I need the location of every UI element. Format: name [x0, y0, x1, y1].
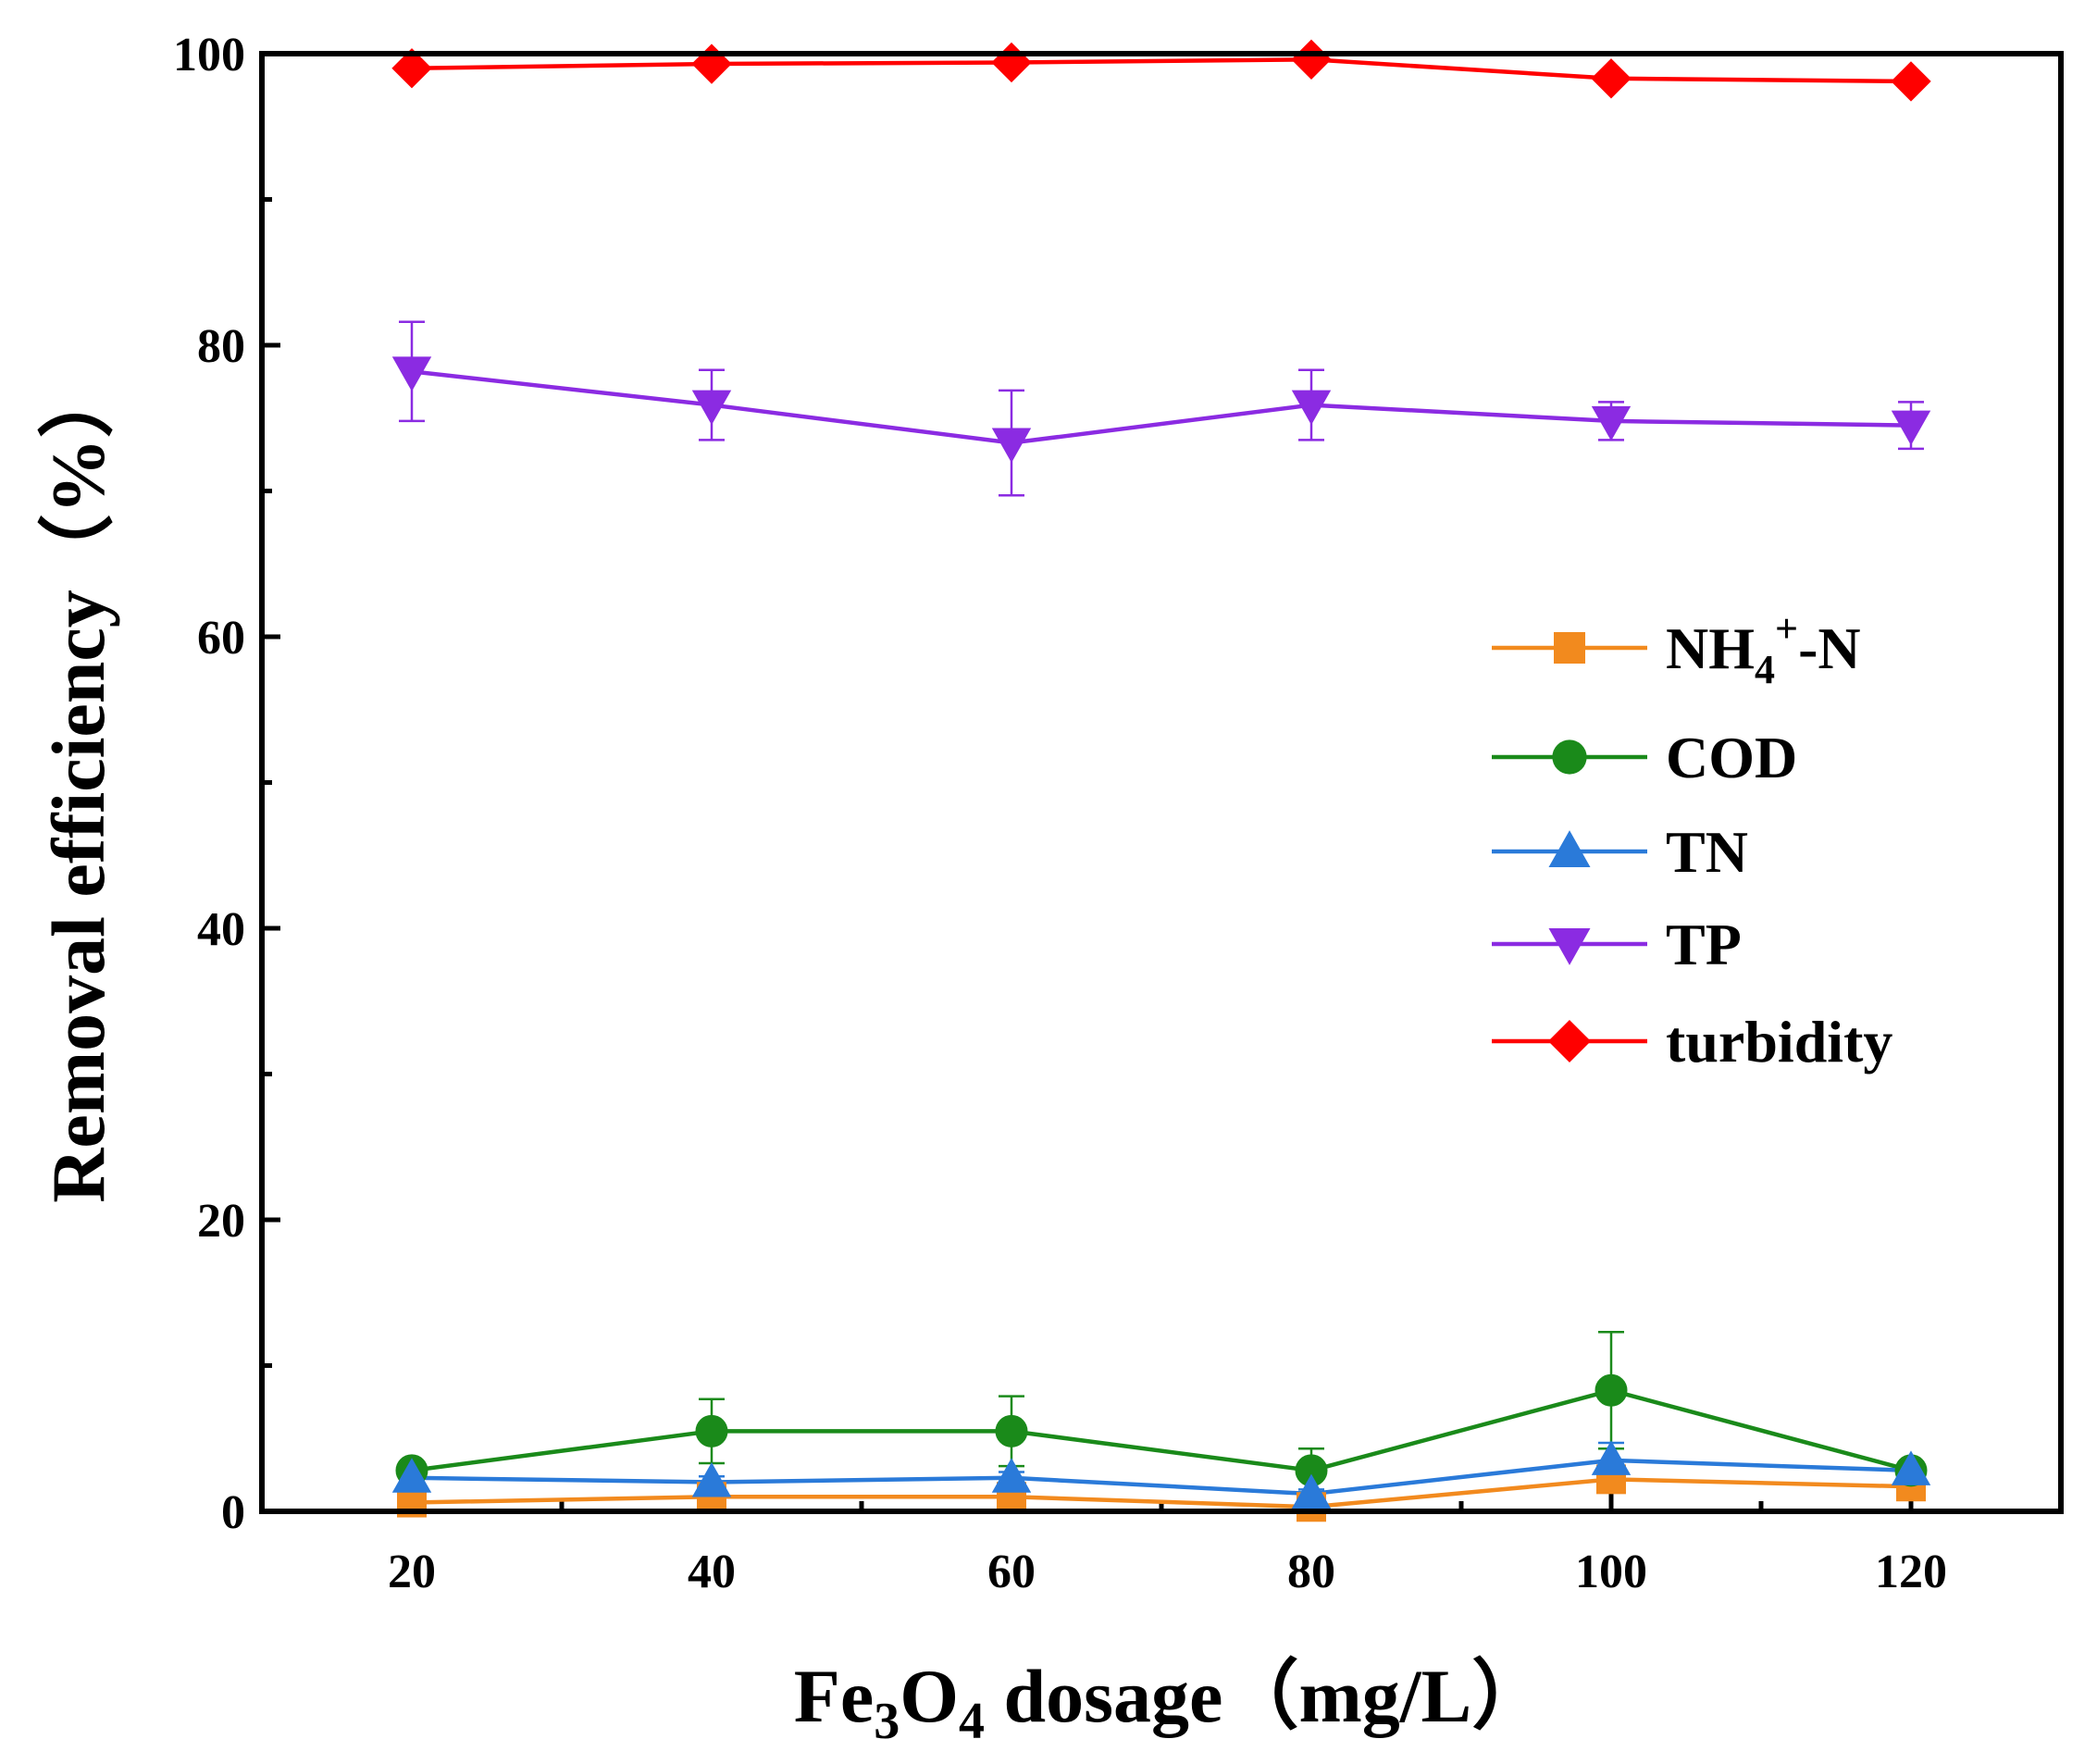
data-point-tp	[991, 428, 1032, 464]
data-point-turbidity	[691, 43, 732, 84]
data-point-tn	[991, 1458, 1032, 1493]
data-point-tn	[1891, 1450, 1931, 1485]
data-point-turbidity	[1291, 39, 1332, 80]
x-title-sub-4: 4	[959, 1693, 985, 1750]
x-tick-label: 40	[688, 1546, 736, 1598]
series-line-tn	[411, 1458, 1912, 1497]
data-point-cod	[695, 1414, 728, 1447]
x-title-sub-3: 3	[874, 1693, 900, 1750]
legend-label-tn: TN	[1666, 819, 1748, 885]
series-line-nh4-n	[411, 1477, 1912, 1509]
data-point-tp	[691, 390, 732, 426]
x-title-fe: Fe	[794, 1654, 874, 1738]
legend-marker-nh4-n	[1554, 632, 1585, 664]
y-tick-label: 100	[173, 29, 245, 81]
y-tick-label: 0	[221, 1486, 245, 1539]
series-line-cod	[411, 1387, 1912, 1473]
legend-label-turbidity: turbidity	[1666, 1009, 1892, 1075]
x-tick-label: 60	[987, 1546, 1036, 1598]
x-tick-label: 120	[1875, 1546, 1947, 1598]
legend-label-tp: TP	[1666, 912, 1742, 977]
data-point-tn	[1591, 1440, 1632, 1475]
data-point-tn	[691, 1461, 732, 1497]
y-tick-label: 20	[197, 1195, 245, 1248]
x-tick-label: 20	[388, 1546, 436, 1598]
data-point-cod	[995, 1414, 1028, 1447]
x-title-o: O	[900, 1654, 959, 1738]
x-title-rest: dosage（mg/L）	[985, 1654, 1547, 1738]
legend-marker-tp	[1548, 928, 1591, 965]
y-axis-title: Removal efficiency（%）	[36, 362, 120, 1203]
data-point-turbidity	[991, 42, 1032, 83]
series-line-tp	[411, 369, 1912, 445]
data-point-tp	[1291, 390, 1332, 426]
legend-label-cod: COD	[1666, 725, 1797, 790]
y-tick-label: 40	[197, 903, 245, 956]
y-tick-label: 60	[197, 612, 245, 665]
data-point-tp	[1591, 405, 1632, 441]
data-point-tn	[1291, 1473, 1332, 1509]
data-point-tp	[391, 356, 432, 391]
x-tick-label: 80	[1287, 1546, 1335, 1598]
legend-marker-turbidity	[1547, 1019, 1592, 1063]
plot-area-frame	[259, 51, 2064, 1514]
data-point-turbidity	[1891, 61, 1931, 102]
data-point-tn	[391, 1458, 432, 1493]
series-line-turbidity	[411, 57, 1912, 84]
tick-labels: 0 20 40 60 80 100 20 40 60 80 100 120	[173, 29, 1947, 1598]
data-point-turbidity	[1591, 58, 1632, 99]
data-point-turbidity	[391, 48, 432, 89]
x-axis-title: Fe3O4 dosage（mg/L）	[794, 1654, 1547, 1750]
x-tick-label: 100	[1575, 1546, 1647, 1598]
legend-label-nh4-n: NH4+-N	[1666, 606, 1861, 692]
series-lines	[411, 57, 1912, 1509]
legend-marker-tn	[1548, 830, 1591, 867]
legend: NH4+-N COD TN TP turbidity	[1492, 606, 1892, 1075]
data-point-cod	[1594, 1373, 1628, 1407]
legend-marker-cod	[1552, 739, 1587, 775]
y-tick-label: 80	[197, 320, 245, 373]
data-point-tp	[1891, 410, 1931, 446]
